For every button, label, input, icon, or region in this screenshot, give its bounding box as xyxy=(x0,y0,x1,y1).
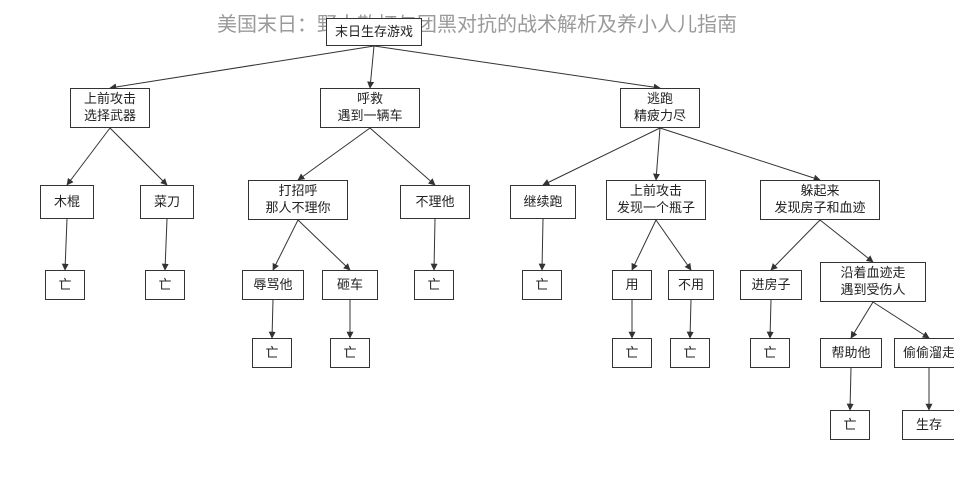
edge-root-callhelp xyxy=(370,46,374,88)
node-stick: 木棍 xyxy=(40,185,94,219)
edge-attack-stick xyxy=(67,128,110,185)
edge-knife-d_knife xyxy=(165,219,167,270)
edge-curse-d_curse xyxy=(272,300,273,338)
edge-attack2-use xyxy=(632,220,656,270)
node-line: 砸车 xyxy=(337,277,363,294)
node-ignore: 不理他 xyxy=(400,185,470,219)
node-line: 亡 xyxy=(535,277,548,294)
node-d_smash: 亡 xyxy=(330,338,370,368)
edge-run-attack2 xyxy=(656,128,660,180)
edge-attack2-nouse xyxy=(656,220,691,270)
node-root: 末日生存游戏 xyxy=(326,18,422,46)
node-curse: 辱骂他 xyxy=(242,270,304,300)
node-line: 亡 xyxy=(763,345,776,362)
edge-follow-help xyxy=(851,302,873,338)
node-callhelp: 呼救遇到一辆车 xyxy=(320,88,420,128)
node-knife: 菜刀 xyxy=(140,185,194,219)
node-line: 上前攻击 xyxy=(630,183,682,200)
node-help: 帮助他 xyxy=(820,338,882,368)
edge-callhelp-greet xyxy=(298,128,370,180)
edge-greet-curse xyxy=(273,220,298,270)
node-d_use: 亡 xyxy=(612,338,652,368)
node-line: 进房子 xyxy=(751,277,790,294)
node-d_keeprun: 亡 xyxy=(522,270,562,300)
node-line: 精疲力尽 xyxy=(634,108,686,125)
node-hide: 躲起来发现房子和血迹 xyxy=(760,180,880,220)
edge-callhelp-ignore xyxy=(370,128,435,185)
node-line: 木棍 xyxy=(54,194,80,211)
edge-run-keeprun xyxy=(543,128,660,185)
edge-stick-d_stick xyxy=(65,219,67,270)
edge-hide-enter xyxy=(771,220,820,270)
node-d_stick: 亡 xyxy=(45,270,85,300)
node-line: 沿着血迹走 xyxy=(840,265,905,282)
node-nouse: 不用 xyxy=(668,270,714,300)
node-line: 亡 xyxy=(343,345,356,362)
node-line: 躲起来 xyxy=(800,183,839,200)
edge-greet-smash xyxy=(298,220,350,270)
node-line: 继续跑 xyxy=(523,194,562,211)
node-line: 那人不理你 xyxy=(265,200,330,217)
node-line: 辱骂他 xyxy=(253,277,292,294)
node-d_knife: 亡 xyxy=(145,270,185,300)
edge-keeprun-d_keeprun xyxy=(542,219,543,270)
edge-root-attack xyxy=(110,46,374,88)
node-line: 呼救 xyxy=(357,91,383,108)
node-line: 亡 xyxy=(265,345,278,362)
node-run: 逃跑精疲力尽 xyxy=(620,88,700,128)
node-line: 用 xyxy=(625,277,638,294)
node-line: 上前攻击 xyxy=(84,91,136,108)
node-keeprun: 继续跑 xyxy=(510,185,576,219)
node-line: 遇到一辆车 xyxy=(337,108,402,125)
node-line: 亡 xyxy=(625,345,638,362)
node-line: 帮助他 xyxy=(831,345,870,362)
node-d_help: 亡 xyxy=(830,410,870,440)
edge-hide-follow xyxy=(820,220,873,262)
node-line: 发现一个瓶子 xyxy=(617,200,695,217)
node-attack: 上前攻击选择武器 xyxy=(70,88,150,128)
node-line: 亡 xyxy=(158,277,171,294)
edge-follow-sneak xyxy=(873,302,929,338)
edge-attack-knife xyxy=(110,128,167,185)
node-d_enter: 亡 xyxy=(750,338,790,368)
node-smash: 砸车 xyxy=(322,270,378,300)
node-line: 末日生存游戏 xyxy=(335,24,413,41)
edge-enter-d_enter xyxy=(770,300,771,338)
page-title: 美国末日：野人散打与团黑对抗的战术解析及养小人儿指南 xyxy=(217,8,737,37)
node-line: 亡 xyxy=(843,417,856,434)
edge-nouse-d_nouse xyxy=(690,300,691,338)
edge-ignore-d_ignore xyxy=(434,219,435,270)
node-line: 亡 xyxy=(58,277,71,294)
node-line: 菜刀 xyxy=(154,194,180,211)
node-d_nouse: 亡 xyxy=(670,338,710,368)
edge-help-d_help xyxy=(850,368,851,410)
node-line: 发现房子和血迹 xyxy=(774,200,865,217)
node-line: 选择武器 xyxy=(84,108,136,125)
node-line: 逃跑 xyxy=(647,91,673,108)
node-line: 亡 xyxy=(427,277,440,294)
edge-run-hide xyxy=(660,128,820,180)
node-line: 遇到受伤人 xyxy=(840,282,905,299)
node-use: 用 xyxy=(612,270,652,300)
node-line: 亡 xyxy=(683,345,696,362)
node-follow: 沿着血迹走遇到受伤人 xyxy=(820,262,926,302)
node-line: 生存 xyxy=(916,417,942,434)
node-d_curse: 亡 xyxy=(252,338,292,368)
node-d_ignore: 亡 xyxy=(414,270,454,300)
diagram-edges xyxy=(0,0,954,500)
node-enter: 进房子 xyxy=(740,270,802,300)
node-greet: 打招呼那人不理你 xyxy=(248,180,348,220)
node-line: 偷偷溜走 xyxy=(903,345,954,362)
node-line: 不用 xyxy=(678,277,704,294)
edge-root-run xyxy=(374,46,660,88)
node-attack2: 上前攻击发现一个瓶子 xyxy=(606,180,706,220)
node-line: 打招呼 xyxy=(278,183,317,200)
node-survive: 生存 xyxy=(902,410,954,440)
node-sneak: 偷偷溜走 xyxy=(894,338,954,368)
node-line: 不理他 xyxy=(415,194,454,211)
